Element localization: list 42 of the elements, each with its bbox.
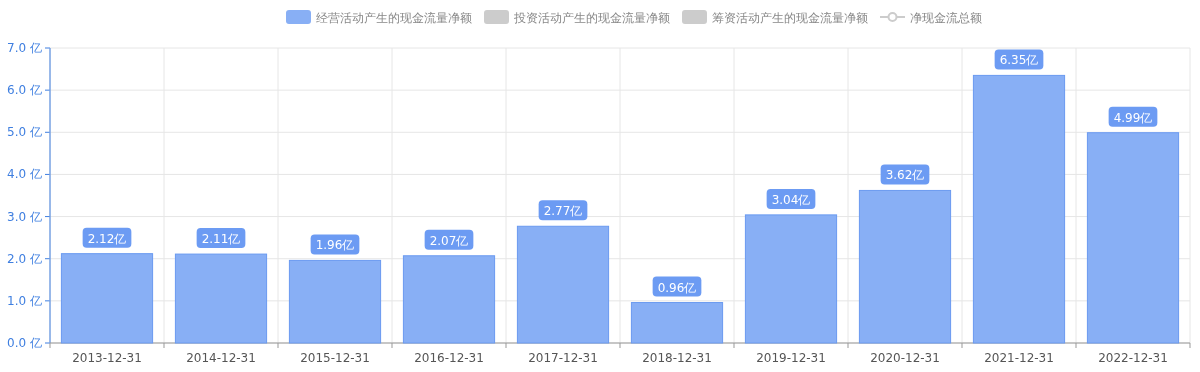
data-label: 2.07亿 [429, 233, 469, 248]
data-label: 2.77亿 [543, 204, 583, 219]
x-tick-label: 2021-12-31 [984, 351, 1054, 365]
x-tick-label: 2020-12-31 [870, 351, 940, 365]
x-tick-label: 2016-12-31 [414, 351, 484, 365]
y-tick-label: 5.0 亿 [7, 125, 42, 140]
x-tick-label: 2019-12-31 [756, 351, 826, 365]
y-tick-label: 1.0 亿 [7, 293, 42, 308]
x-tick-label: 2017-12-31 [528, 351, 598, 365]
x-tick-label: 2014-12-31 [186, 351, 256, 365]
data-label: 4.99亿 [1113, 110, 1153, 125]
data-label: 2.11亿 [201, 232, 241, 247]
y-tick-label: 0.0 亿 [7, 336, 42, 350]
bar [858, 189, 952, 344]
y-tick-label: 6.0 亿 [7, 83, 42, 98]
legend-label: 经营活动产生的现金流量净额 [316, 10, 472, 25]
y-tick-label: 7.0 亿 [7, 41, 42, 55]
data-label: 3.62亿 [885, 168, 925, 183]
data-label: 3.04亿 [771, 192, 811, 207]
legend-label: 筹资活动产生的现金流量净额 [712, 10, 868, 25]
bar [972, 74, 1066, 344]
x-tick-label: 2022-12-31 [1098, 351, 1168, 365]
bar [744, 214, 838, 344]
bar [174, 253, 268, 344]
bar [630, 302, 724, 344]
x-tick-label: 2013-12-31 [72, 351, 142, 365]
data-label: 1.96亿 [315, 238, 355, 253]
data-label: 6.35亿 [999, 53, 1039, 68]
x-tick-label: 2015-12-31 [300, 351, 370, 365]
bar [60, 253, 154, 344]
y-tick-label: 4.0 亿 [7, 167, 42, 182]
bar [1086, 132, 1180, 344]
bar [288, 259, 382, 344]
data-label: 0.96亿 [657, 280, 697, 295]
legend-label: 净现金流总额 [910, 10, 982, 25]
legend-label: 投资活动产生的现金流量净额 [513, 10, 670, 25]
y-tick-label: 3.0 亿 [7, 209, 42, 224]
data-label: 2.12亿 [87, 231, 127, 246]
x-tick-label: 2018-12-31 [642, 351, 712, 365]
y-tick-label: 2.0 亿 [7, 251, 42, 266]
bar [516, 225, 610, 344]
bar [402, 255, 496, 344]
